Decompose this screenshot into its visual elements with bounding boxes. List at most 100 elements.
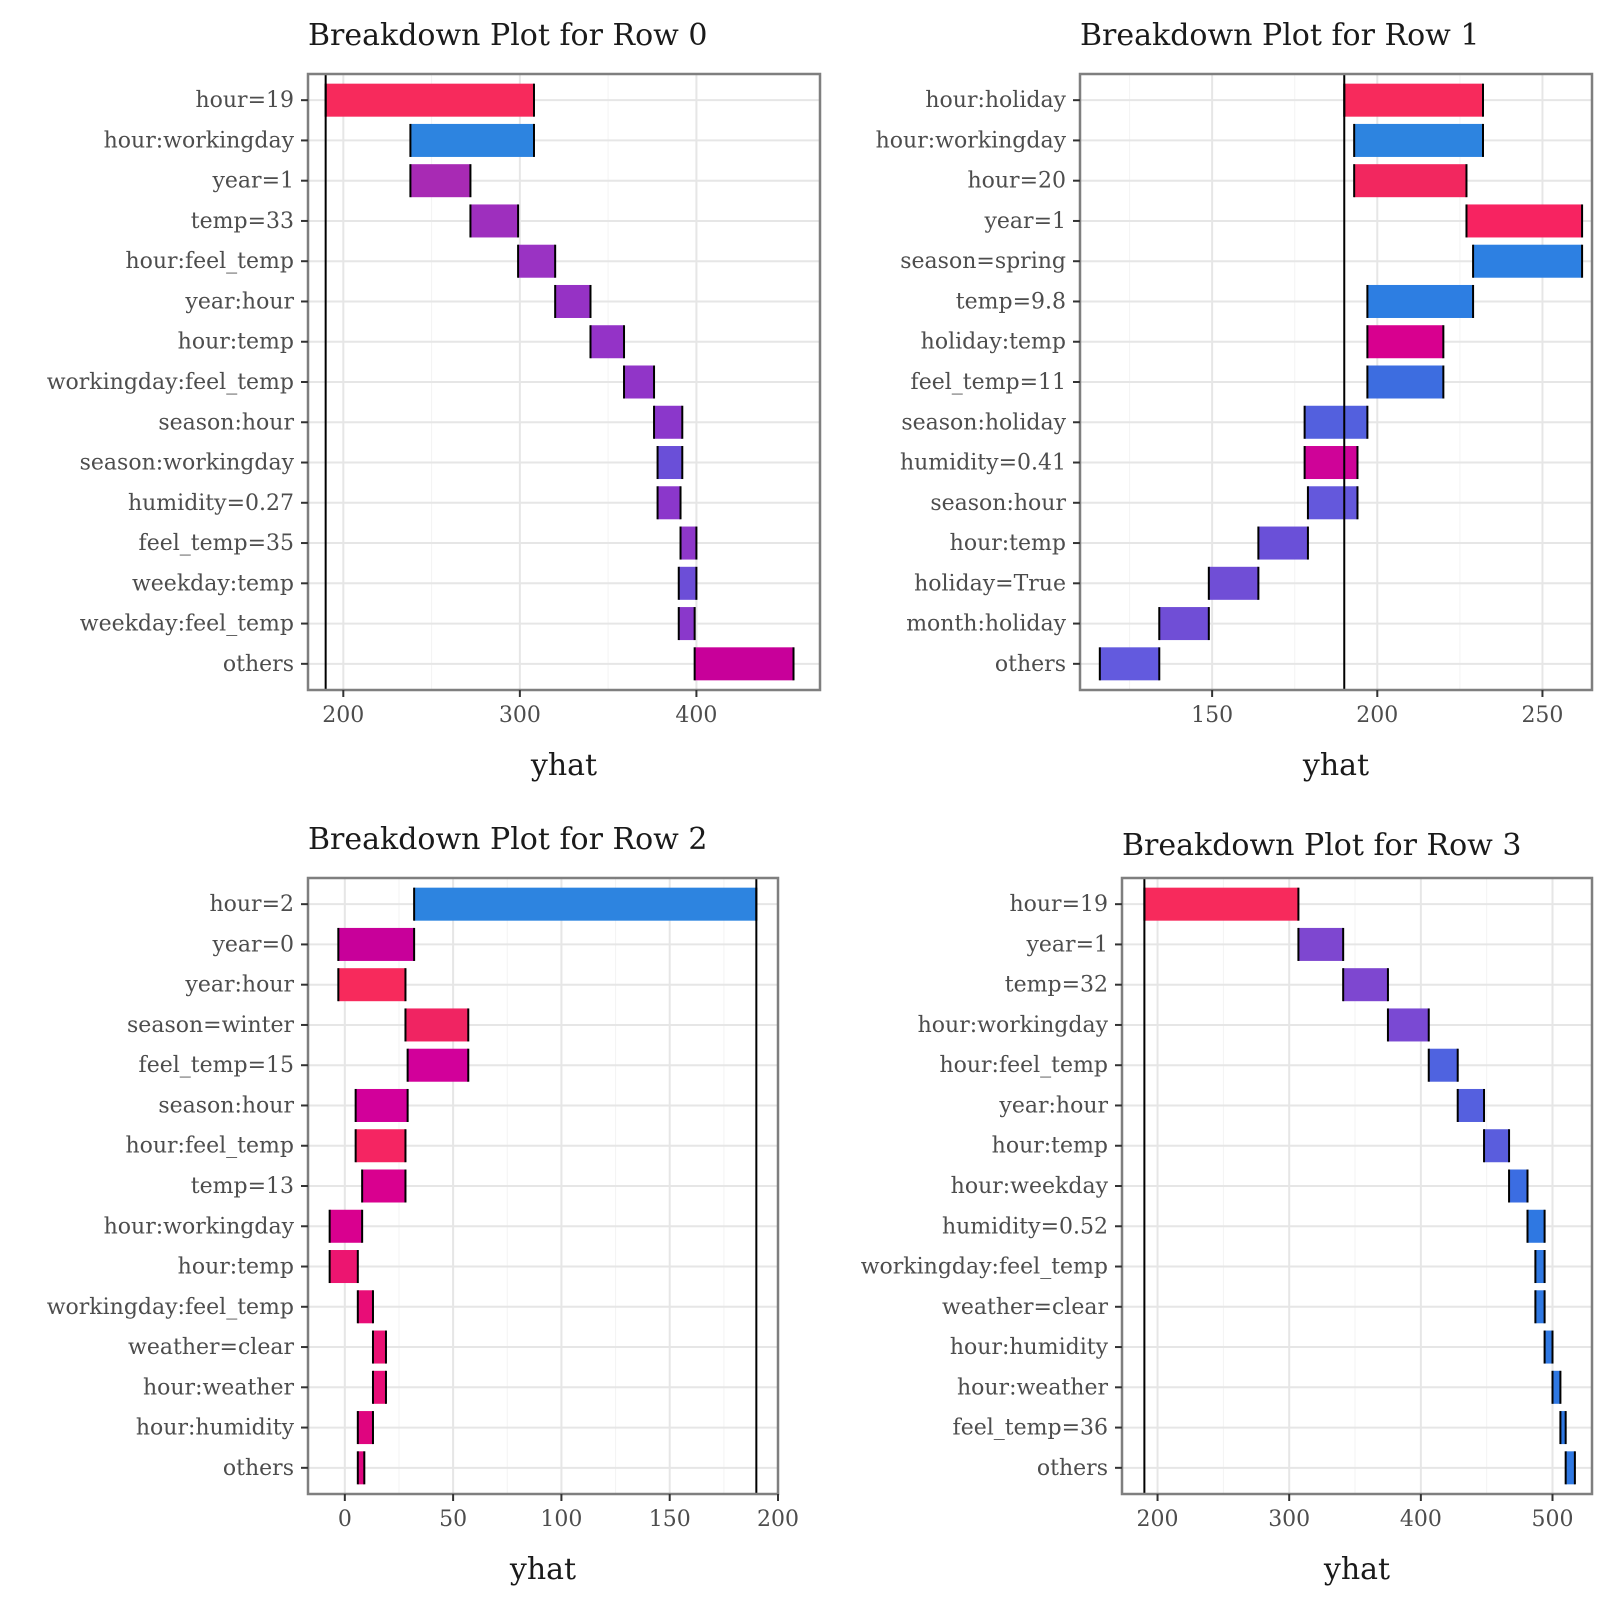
panel-0: Breakdown Plot for Row 0 hour=19 hour:work… [47, 18, 822, 783]
bar-season-hour [654, 405, 683, 439]
y-tick-label: hour:temp [178, 330, 294, 355]
y-tick-label: weather=clear [128, 1335, 294, 1360]
x-tick-label: 400 [675, 703, 717, 728]
y-tick-label: temp=32 [1005, 973, 1108, 998]
y-tick-label: hour:feel_temp [125, 1134, 294, 1159]
y-tick-label: hour:workingday [876, 128, 1067, 153]
x-tick-label: 200 [322, 703, 364, 728]
y-tick-label: feel_temp=36 [953, 1416, 1108, 1441]
panel-title: Breakdown Plot for Row 2 [308, 822, 707, 857]
y-tick-label: hour:weekday [951, 1174, 1109, 1199]
bar-weather-clear [1535, 1290, 1545, 1324]
bar-hour-20 [1354, 164, 1467, 198]
y-tick-label: year:hour [998, 1093, 1108, 1118]
y-tick-label: hour:humidity [950, 1335, 1109, 1360]
y-tick-label: season:workingday [80, 451, 295, 476]
bar-workingday-feel-temp [1535, 1250, 1545, 1284]
x-tick-label: 150 [649, 1507, 691, 1532]
bar-others [1565, 1451, 1575, 1485]
y-tick-label: hour:weather [957, 1375, 1109, 1400]
y-tick-label: holiday=True [914, 571, 1066, 596]
bar-hour-temp [329, 1250, 358, 1284]
x-tick-label: 200 [1137, 1507, 1179, 1532]
bar-season-spring [1473, 244, 1583, 278]
bar-feel-temp-35 [680, 526, 697, 560]
bar-hour-workingday [329, 1209, 363, 1243]
bar-hour-19 [1144, 887, 1299, 921]
y-tick-label: feel_temp=35 [139, 531, 294, 556]
x-tick-label: 300 [499, 703, 541, 728]
bar-temp-9-8 [1367, 284, 1474, 318]
bar-hour-temp [1484, 1129, 1510, 1163]
bar-feel-temp-11 [1367, 365, 1444, 399]
bar-hour-feel-temp [1428, 1048, 1458, 1082]
y-tick-label: hour=19 [195, 88, 294, 113]
y-tick-label: hour:workingday [104, 1214, 295, 1239]
bar-hour-workingday [410, 123, 534, 157]
bar-others [1099, 647, 1160, 681]
y-tick-label: humidity=0.52 [942, 1214, 1108, 1239]
bar-hour-weekday [1509, 1169, 1528, 1203]
x-tick-label: 500 [1532, 1507, 1574, 1532]
y-tick-label: weekday:feel_temp [80, 612, 294, 637]
y-tick-label: hour:weather [143, 1375, 295, 1400]
bar-year-hour [1457, 1088, 1485, 1122]
bar-hour-temp [590, 325, 625, 359]
panel-1: Breakdown Plot for Row 1 hour:holiday hour… [876, 18, 1594, 783]
y-tick-label: season:holiday [901, 410, 1066, 435]
bar-year-1 [410, 164, 471, 198]
bar-season-workingday [657, 446, 683, 480]
bar-feel-temp-36 [1560, 1411, 1566, 1445]
bar-hour-feel-temp [518, 244, 556, 278]
y-tick-label: weekday:temp [132, 571, 294, 596]
x-tick-label: 100 [540, 1507, 582, 1532]
bar-weather-clear [372, 1330, 386, 1364]
bar-others [357, 1451, 365, 1485]
panel-2: Breakdown Plot for Row 2 hour=2 year=0 year… [47, 822, 799, 1587]
y-tick-label: month:holiday [906, 612, 1066, 637]
x-tick-label: 300 [1268, 1507, 1310, 1532]
bar-hour-workingday [1387, 1008, 1429, 1042]
bar-hour-holiday [1344, 83, 1483, 117]
y-tick-label: hour:workingday [104, 128, 295, 153]
bar-season-holiday [1304, 405, 1368, 439]
bar-humidity-0-41 [1304, 446, 1358, 480]
y-tick-label: year=0 [211, 932, 294, 957]
bar-temp-32 [1343, 968, 1388, 1002]
x-tick-label: 0 [338, 1507, 352, 1532]
y-tick-label: temp=9.8 [956, 289, 1066, 314]
y-tick-label: hour:workingday [918, 1013, 1109, 1038]
bar-hour-weather [1552, 1370, 1561, 1404]
x-tick-label: 50 [439, 1507, 467, 1532]
y-tick-label: others [995, 652, 1066, 677]
y-tick-label: year:hour [184, 973, 294, 998]
y-tick-label: feel_temp=15 [139, 1053, 294, 1078]
y-tick-label: others [223, 652, 294, 677]
y-tick-label: year:hour [184, 289, 294, 314]
panel-title: Breakdown Plot for Row 0 [308, 18, 707, 53]
y-tick-label: hour:temp [178, 1255, 294, 1280]
x-tick-label: 200 [757, 1507, 799, 1532]
bar-hour-temp [1258, 526, 1308, 560]
y-tick-label: year=1 [983, 209, 1066, 234]
x-axis-label: yhat [1323, 1552, 1390, 1587]
bar-year-1 [1298, 927, 1344, 961]
x-tick-label: 200 [1356, 703, 1398, 728]
y-tick-label: feel_temp=11 [911, 370, 1066, 395]
bar-humidity-0-27 [657, 486, 681, 520]
y-tick-label: year=1 [211, 169, 294, 194]
x-tick-label: 150 [1191, 703, 1233, 728]
bar-season-winter [405, 1008, 469, 1042]
y-tick-label: hour:temp [992, 1134, 1108, 1159]
bar-year-hour [338, 968, 406, 1002]
bar-hour-feel-temp [355, 1129, 406, 1163]
x-axis-label: yhat [1302, 748, 1369, 783]
bar-feel-temp-15 [407, 1048, 469, 1082]
y-tick-label: humidity=0.27 [128, 491, 294, 516]
y-tick-label: hour:holiday [925, 88, 1066, 113]
y-tick-label: hour:feel_temp [939, 1053, 1108, 1078]
y-tick-label: season:hour [930, 491, 1066, 516]
x-axis-label: yhat [509, 1552, 576, 1587]
y-tick-label: year=1 [1025, 932, 1108, 957]
